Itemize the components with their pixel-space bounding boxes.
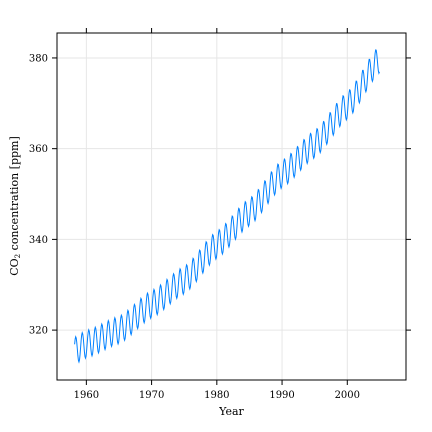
x-tick-label: 1970 (139, 390, 164, 401)
y-axis-label-suffix: concentration [ppm] (8, 136, 21, 254)
x-tick-label: 1990 (269, 390, 294, 401)
y-tick-label: 380 (29, 53, 48, 64)
y-axis-label-prefix: CO (8, 258, 21, 275)
y-tick-label: 340 (29, 235, 48, 246)
x-tick-label: 1960 (74, 390, 99, 401)
x-axis-label: Year (218, 405, 244, 418)
series-line (74, 49, 380, 364)
plot-frame (56, 32, 407, 381)
ticks: 1960 1970 1980 1990 2000 320 340 360 380 (29, 28, 411, 401)
y-tick-label: 360 (29, 144, 48, 155)
grid (57, 33, 406, 380)
y-axis-label-subscript: 2 (14, 254, 22, 258)
y-tick-label: 320 (29, 326, 48, 337)
y-axis-label: CO2 concentration [ppm] (8, 136, 22, 276)
x-tick-label: 1980 (204, 390, 229, 401)
x-tick-label: 2000 (335, 390, 360, 401)
